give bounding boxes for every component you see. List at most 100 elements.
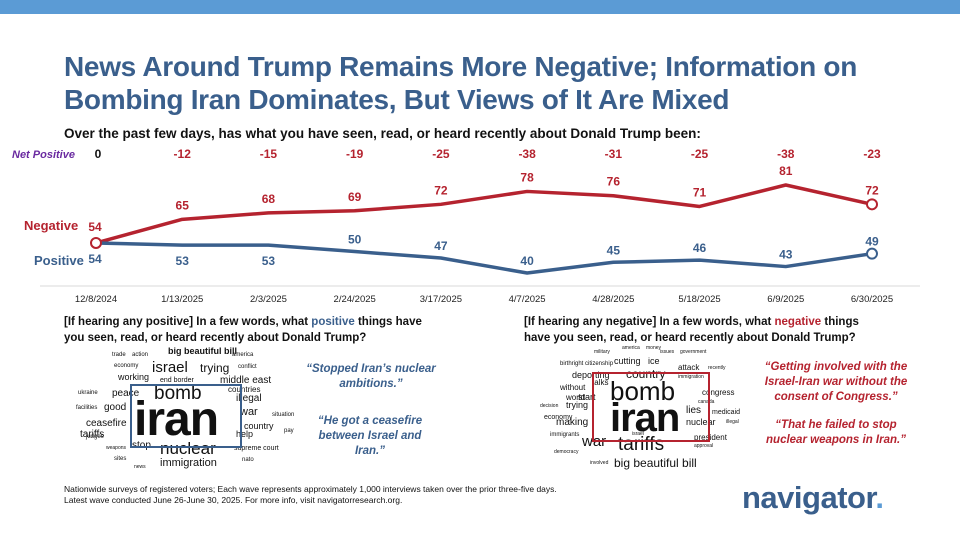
cloud-word: trying [566, 400, 589, 410]
cloud-word: country [244, 421, 274, 431]
cloud-word: deporting [572, 370, 610, 380]
cloud-word: middle east [220, 375, 272, 386]
data-label-negative: 68 [262, 192, 276, 206]
line-chart: 54 65 68 69 72 78 76 71 81 72 54 53 53 50 47 40 45 46 43 49… [40, 147, 920, 305]
cloud-word: economy [114, 363, 139, 369]
x-tick-label: 2/24/2025 [334, 294, 376, 305]
data-label-negative: 78 [520, 170, 534, 184]
cloud-word: congress [702, 388, 735, 397]
cloud-word: sites [114, 456, 127, 462]
cloud-word: action [132, 352, 149, 358]
cloud-word: supreme court [234, 445, 279, 452]
net-positive-value: -23 [863, 147, 881, 161]
negative-word-cloud: military america money issues government… [536, 346, 756, 476]
chart-question: Over the past few days, has what you hav… [64, 126, 701, 141]
data-label-negative: 65 [176, 198, 190, 212]
cloud-word: canada [698, 399, 715, 405]
cloud-word: war [240, 406, 258, 418]
cloud-word: world [566, 393, 586, 402]
data-label-positive: 46 [693, 241, 707, 255]
slide-title: News Around Trump Remains More Negative;… [64, 51, 857, 115]
cloud-word: america [232, 352, 254, 358]
net-positive-value: -31 [605, 147, 623, 161]
cloud-word: involved [590, 460, 609, 466]
cloud-word: illegal [726, 419, 739, 425]
footer-line-1: Nationwide surveys of registered voters;… [64, 484, 557, 494]
cloud-word: israel [152, 359, 188, 376]
start-marker [90, 236, 102, 249]
positive-word-cloud: big beautiful bill trade action america … [76, 346, 316, 474]
cloud-word: pay [284, 428, 294, 434]
cloud-word: country [626, 367, 666, 381]
cloud-word: judges [86, 434, 104, 440]
data-label-positive: 54 [88, 252, 102, 266]
net-positive-value: -25 [691, 147, 709, 161]
cloud-word: stop [132, 440, 151, 451]
series-line-positive [95, 241, 873, 275]
end-marker-negative [866, 198, 878, 211]
negative-question: [If hearing any negative] In a few words… [524, 316, 859, 344]
cloud-word: immigrants [550, 432, 580, 438]
cloud-word: democracy [554, 449, 579, 455]
data-label-positive: 53 [262, 254, 276, 268]
x-tick-label: 1/13/2025 [161, 294, 203, 305]
x-tick-label: 4/28/2025 [592, 294, 634, 305]
cloud-word: trade [112, 352, 126, 358]
data-label-negative: 72 [865, 183, 879, 197]
end-marker-positive [866, 247, 878, 260]
cloud-word: medicaid [712, 409, 741, 416]
positive-question: [If hearing any positive] In a few words… [64, 316, 422, 344]
negative-keyword: negative [774, 316, 822, 328]
data-label-positive: 49 [865, 235, 879, 249]
cloud-word: decision [540, 403, 559, 409]
footer-line-2: Latest wave conducted June 26-June 30, 2… [64, 495, 403, 505]
legend-negative: Negative [24, 218, 79, 233]
top-accent-bar [0, 0, 960, 14]
cloud-word: big beautiful bill [168, 346, 237, 356]
cloud-word: immigration [678, 374, 704, 380]
cloud-word: end border [160, 377, 194, 384]
net-positive-value: 0 [95, 147, 102, 161]
data-label-positive: 47 [434, 239, 448, 253]
cloud-word: approval [694, 443, 714, 449]
net-positive-value: -19 [346, 147, 364, 161]
cloud-word: illegal [236, 393, 262, 404]
highlight-box [592, 372, 710, 442]
cloud-word: bomb [154, 383, 202, 404]
cloud-word: without [560, 383, 586, 392]
cloud-word: iran [610, 396, 680, 440]
cloud-word: help [236, 429, 254, 439]
net-positive-value: -38 [518, 147, 536, 161]
x-tick-label: 4/7/2025 [509, 294, 546, 305]
negative-quote-2: “That he failed to stop nuclear weapons … [766, 419, 906, 446]
x-tick-label: 6/30/2025 [851, 294, 893, 305]
data-label-negative: 76 [607, 175, 621, 189]
data-label-positive: 53 [176, 254, 190, 268]
cloud-word: talks [592, 378, 609, 387]
cloud-word: good [104, 402, 127, 413]
cloud-word: big beautiful bill [614, 456, 697, 470]
negative-quote-1: “Getting involved with the Israel-Iran w… [764, 361, 908, 403]
cloud-word: military [594, 349, 610, 355]
data-label-negative: 71 [693, 185, 707, 199]
cloud-word: start [578, 392, 596, 402]
cloud-word: money [646, 345, 662, 351]
net-positive-value: -15 [260, 147, 278, 161]
series-line-negative [95, 183, 873, 245]
cloud-word: weapons [106, 445, 127, 451]
logo-dot: . [875, 480, 884, 515]
x-tick-label: 2/3/2025 [250, 294, 287, 305]
cloud-word: immigration [160, 457, 217, 469]
cloud-word: tariffs [80, 429, 105, 440]
data-label-positive: 40 [520, 254, 534, 268]
cloud-word: situation [272, 412, 295, 418]
data-label-positive: 45 [607, 243, 621, 257]
positive-keyword: positive [311, 316, 355, 328]
x-tick-label: 3/17/2025 [420, 294, 462, 305]
cloud-word: economy [544, 414, 573, 421]
data-label-negative: 69 [348, 190, 362, 204]
cloud-word: iran [134, 393, 219, 446]
navigator-logo: navigator. [742, 480, 884, 516]
cloud-word: government [680, 349, 707, 355]
cloud-word: lies [686, 405, 702, 416]
